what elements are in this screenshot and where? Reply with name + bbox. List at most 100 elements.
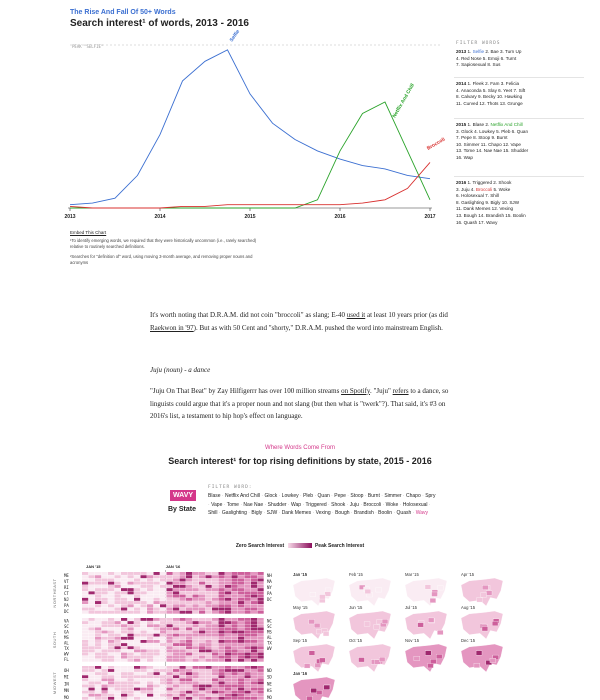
filter-word-option[interactable]: Nae Nae [243, 501, 264, 508]
heat-cell [127, 696, 134, 700]
filter-word-option[interactable]: SJW [266, 510, 278, 517]
filter-word-option[interactable]: Gaslighting [221, 510, 247, 517]
filter-word-option[interactable]: Dank Memes [281, 510, 312, 517]
heat-cell [127, 649, 134, 653]
series-line-0 [69, 49, 431, 206]
filter-word-option[interactable]: Holosexual [402, 501, 428, 508]
heat-cell [88, 575, 95, 579]
state-label: ND [267, 668, 272, 673]
heat-cell [244, 666, 251, 669]
heat-cell [231, 696, 238, 700]
heat-cell [121, 696, 128, 700]
filter-word-option[interactable]: Shudder [267, 501, 287, 508]
filter-word-option[interactable]: Tome [226, 501, 239, 508]
heat-cell [173, 643, 180, 646]
article-paragraph-2: "Juju On That Beat" by Zay Hilfigerrr ha… [150, 385, 450, 423]
heat-cell [166, 610, 173, 614]
inline-link[interactable]: Raekwon in '97 [150, 323, 194, 332]
map-month-label: Jul '15 [405, 605, 418, 610]
heat-cell [160, 672, 167, 675]
filter-word-option[interactable]: Bigly [251, 510, 263, 517]
heat-cell [212, 594, 219, 598]
filter-word-option[interactable]: Blase [208, 493, 221, 499]
heat-cell [192, 621, 199, 624]
heat-cell [160, 675, 167, 679]
heat-cell [225, 646, 232, 650]
heat-cell [205, 627, 212, 631]
heat-cell [147, 672, 154, 675]
filter-word-option[interactable]: Simmer [384, 493, 402, 499]
heat-cell [199, 591, 206, 595]
map-month-label: Dec '15 [461, 638, 476, 643]
state-chart-kicker: Where Words Come From [265, 445, 335, 451]
filter-word-option[interactable]: Juju [349, 501, 359, 508]
x-tick-label: 2015 [244, 214, 255, 220]
filter-word-option[interactable]: Wavy [415, 510, 429, 517]
filter-word-option[interactable]: Bough [335, 510, 350, 517]
filter-word-option[interactable]: Quash [396, 510, 412, 517]
filter-word-option[interactable]: Wap [290, 501, 302, 508]
heat-cell [153, 591, 160, 595]
heat-cell [108, 601, 115, 605]
heat-cell [82, 601, 89, 605]
filter-word-option[interactable]: Pepe [334, 493, 346, 499]
filter-word-option[interactable]: Vape [211, 501, 223, 508]
filter-word-option[interactable]: Shill [208, 510, 218, 517]
state-label: MO [267, 695, 272, 700]
filter-word-option[interactable]: Glock [264, 493, 278, 499]
heat-cell [101, 652, 108, 656]
filter-word-option[interactable]: Triggered [305, 501, 327, 508]
heat-cell [127, 627, 134, 631]
state-heatmaps: JAN '15 JAN '16NORTHEASTMEVTRICTNJPADCNHM… [52, 564, 504, 700]
filter-word-option[interactable]: Spry [425, 493, 436, 499]
heat-cell [218, 604, 225, 608]
state-label: AL [267, 635, 272, 640]
heat-cell [127, 669, 134, 672]
word-item: 3. Glock 4. Lowkey 5. Pleb 6. Quan [456, 128, 529, 134]
word-item: 1. Fleek 2. Fam 3. Felicia [467, 81, 520, 86]
filter-word-option[interactable]: Quan [317, 493, 330, 499]
word-item[interactable]: Selfie [472, 49, 485, 54]
heat-cell [82, 655, 89, 659]
word-item[interactable]: Netflix And Chill [490, 122, 523, 127]
filter-word-option[interactable]: Lowkey [281, 493, 299, 499]
heat-cell [192, 627, 199, 631]
heat-cell [257, 584, 264, 588]
filter-word-option[interactable]: Shook [331, 501, 346, 508]
heat-cell [160, 594, 167, 598]
inline-link[interactable]: on Spotify [341, 387, 370, 395]
filter-word-option[interactable]: Pleb [303, 493, 314, 499]
map-month-label: Feb '15 [349, 572, 364, 577]
heat-cell [153, 640, 160, 643]
filter-word-option[interactable]: Chapo [406, 493, 421, 499]
filter-word-option[interactable]: Stoop [350, 493, 364, 499]
heat-cell [88, 607, 95, 611]
heat-cell [114, 627, 121, 631]
embed-link[interactable]: Embed This Chart [70, 230, 107, 235]
heat-cell [153, 578, 160, 582]
heat-cell [231, 594, 238, 598]
heat-cell [244, 607, 251, 611]
filter-word-option[interactable]: Broccoli [363, 501, 382, 508]
filter-word-option[interactable]: Netflix And Chill [224, 493, 260, 499]
heat-cell [153, 610, 160, 614]
heat-cell [231, 643, 238, 646]
heat-cell [166, 624, 173, 628]
heat-cell [173, 640, 180, 643]
heat-cell [238, 601, 245, 605]
filter-word-option[interactable]: Brandish [353, 510, 374, 517]
state-label: AL [64, 641, 69, 646]
heat-cell [192, 693, 199, 697]
heat-cell [127, 640, 134, 643]
heat-cell [127, 584, 134, 588]
word-item[interactable]: Broccoli [475, 186, 493, 192]
heat-cell [199, 646, 206, 650]
inline-link[interactable]: used it [346, 311, 366, 319]
heat-cell [205, 658, 212, 662]
filter-word-option[interactable]: Boolin [378, 510, 393, 517]
filter-word-option[interactable]: Woke [385, 501, 399, 508]
filter-word-option[interactable]: Burnt [367, 493, 380, 499]
heat-cell [95, 693, 102, 697]
inline-link[interactable]: refers [392, 387, 409, 395]
filter-word-option[interactable]: Vexing [315, 510, 331, 517]
